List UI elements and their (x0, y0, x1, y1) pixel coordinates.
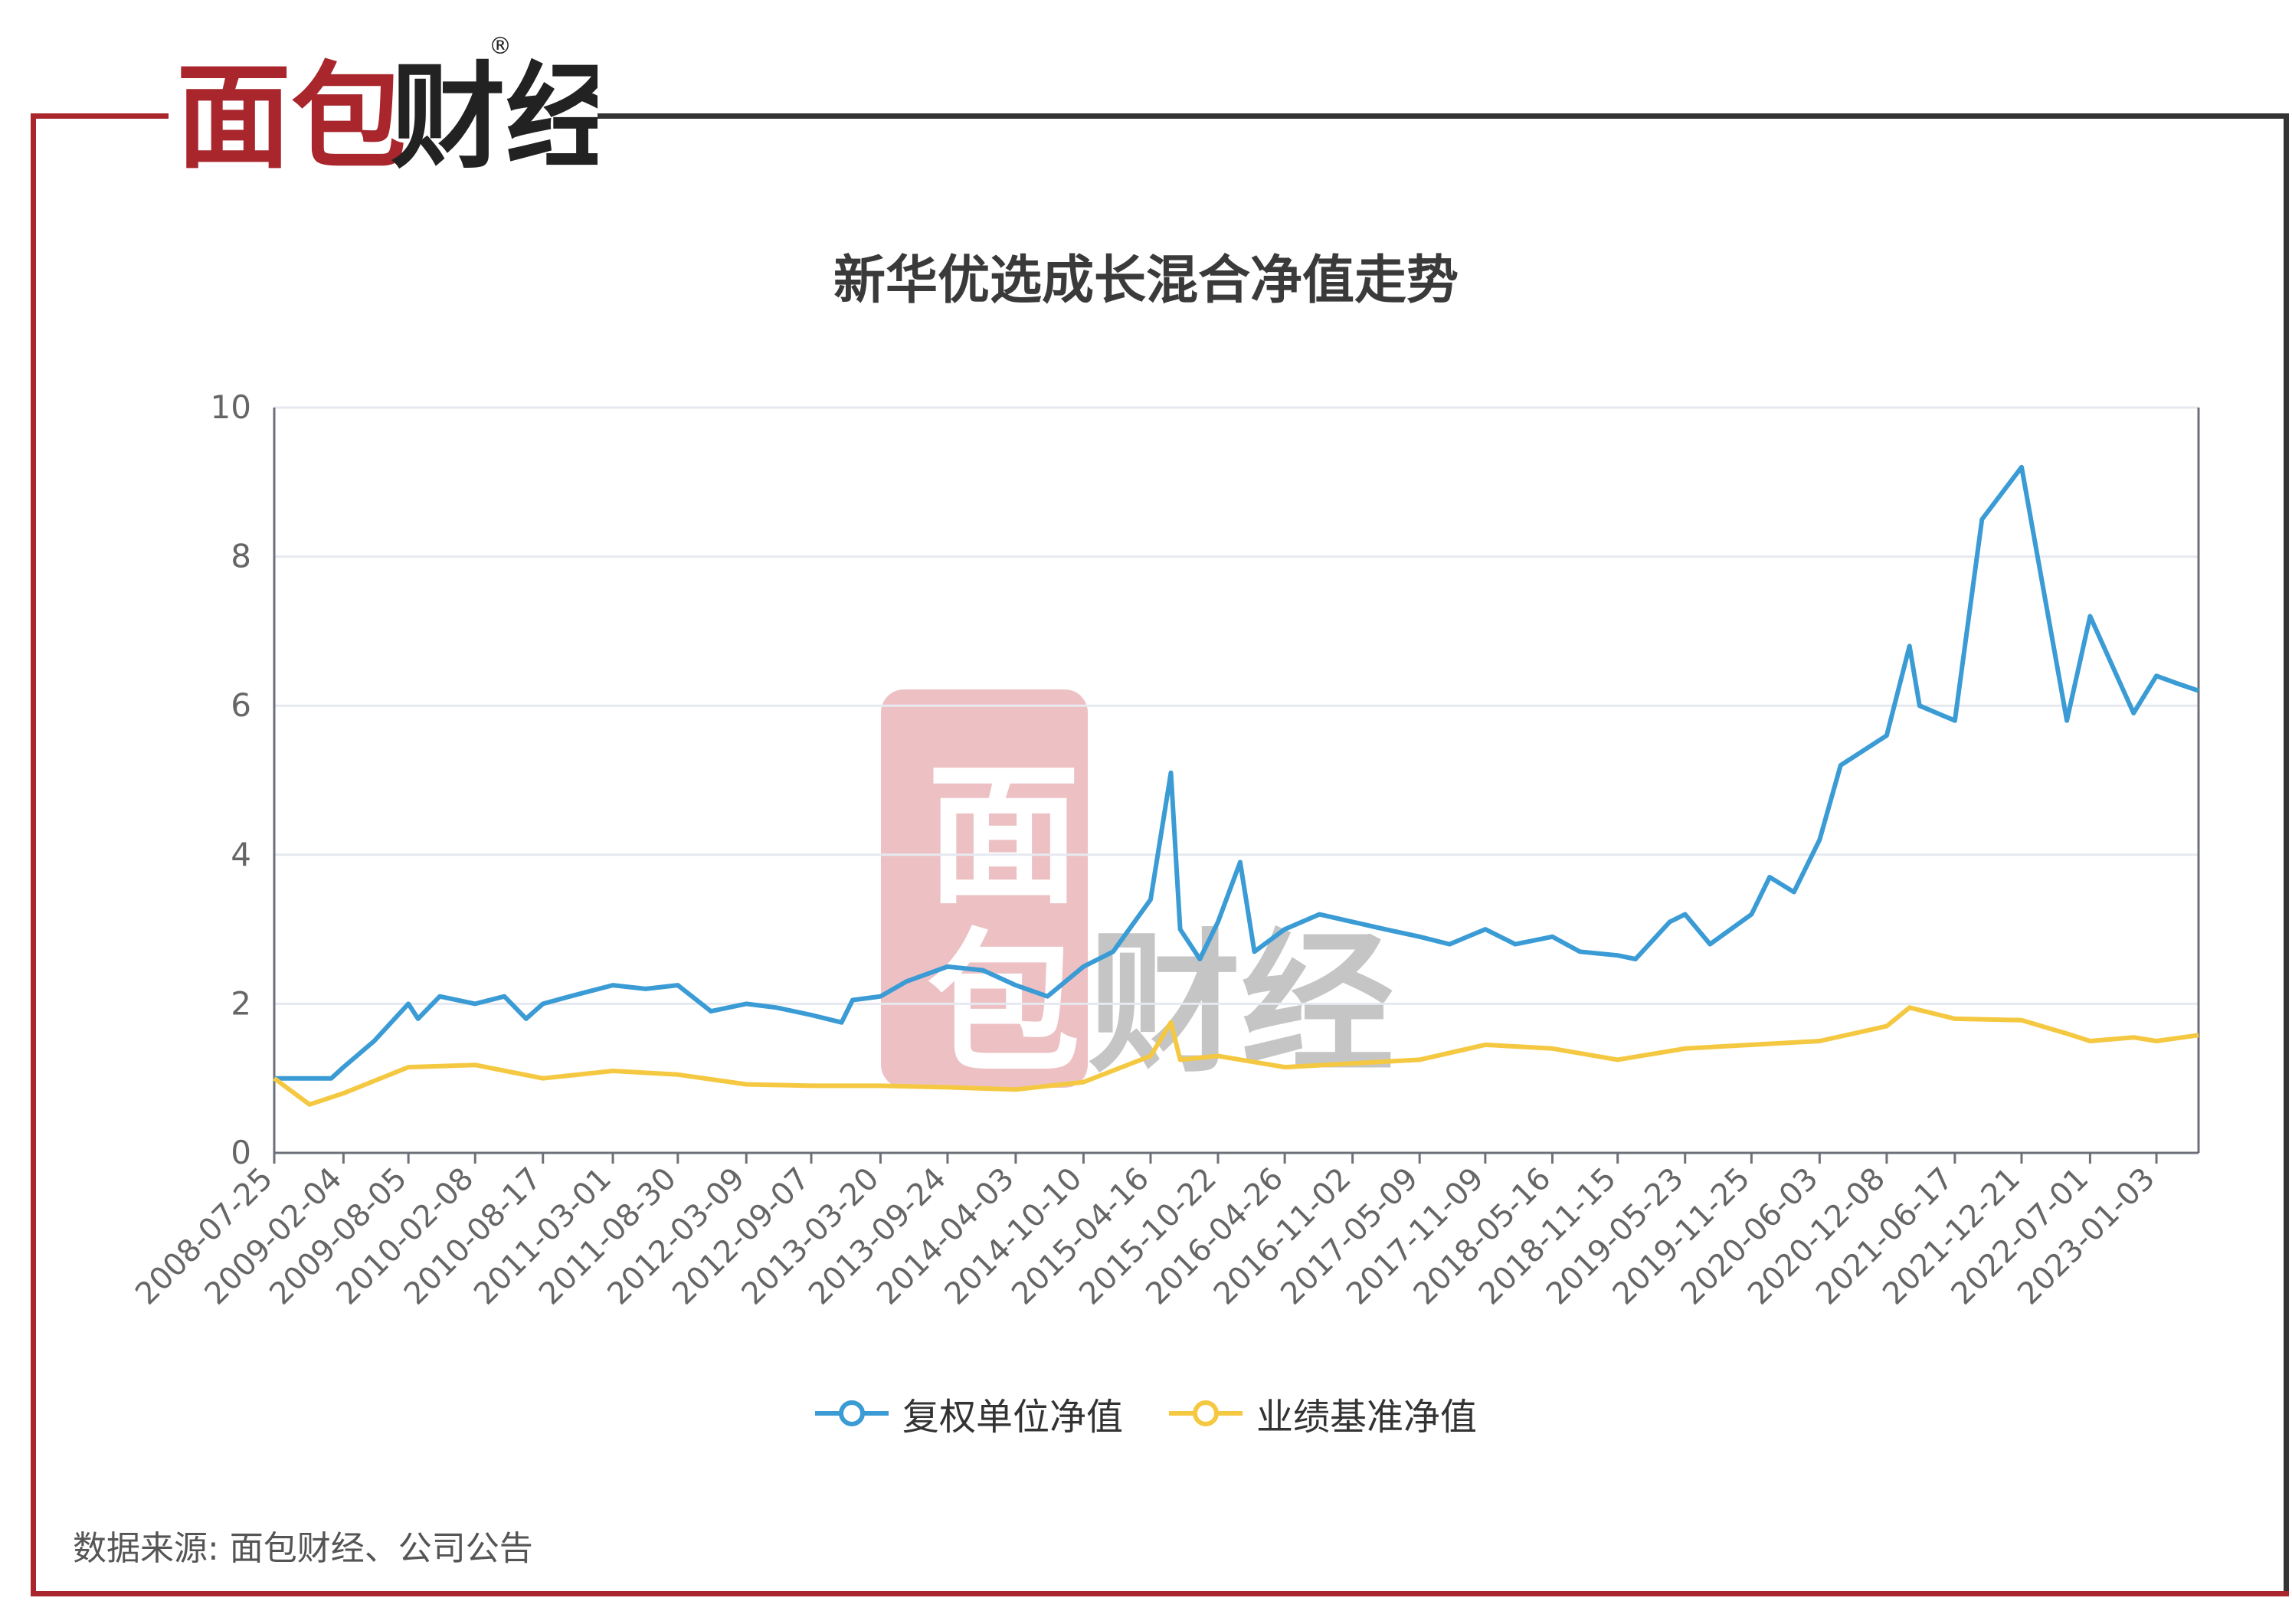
watermark-char-2: 包 (927, 915, 1080, 1088)
legend-swatch-yellow (1169, 1400, 1243, 1426)
legend-swatch-blue (814, 1400, 889, 1426)
y-axis-ticks: 0 2 4 6 8 10 (211, 388, 251, 1171)
brand-logo: 面包 财经 ® (176, 33, 598, 176)
series-line-benchmark (273, 1005, 2199, 1107)
logo-text-dark: 财经 (391, 51, 598, 176)
data-source-note: 数据来源: 面包财经、公司公告 (73, 1529, 533, 1568)
y-tick-label: 0 (231, 1134, 251, 1171)
y-tick-label: 10 (211, 388, 251, 426)
legend-label-benchmark: 业绩基准净值 (1256, 1396, 1478, 1439)
legend-label-nav: 复权单位净值 (902, 1396, 1123, 1439)
registered-mark: ® (489, 33, 512, 60)
y-tick-label: 6 (231, 686, 251, 724)
legend: 复权单位净值 业绩基准净值 (0, 1387, 2292, 1440)
series-line-nav (274, 464, 2199, 1081)
frame-bottom-line (31, 1591, 2289, 1596)
frame-right-line (2284, 113, 2289, 1596)
chart-title: 新华优选成长混合净值走势 (833, 250, 1459, 311)
frame-top-right-line (598, 113, 2289, 119)
legend-item-nav[interactable]: 复权单位净值 (814, 1387, 1123, 1440)
grid-lines (274, 406, 2199, 1005)
x-axis-ticks: 2008-07-252009-02-042009-08-052010-02-08… (129, 1153, 2162, 1311)
logo-text-red: 面包 (176, 51, 406, 176)
series-lines (273, 464, 2199, 1107)
y-tick-label: 4 (231, 836, 251, 873)
frame-top-left-line (31, 113, 169, 119)
legend-item-benchmark[interactable]: 业绩基准净值 (1169, 1387, 1477, 1440)
watermark-char-1: 面 (927, 747, 1080, 925)
y-tick-label: 2 (231, 984, 251, 1022)
axes (273, 408, 2200, 1154)
watermark-block (881, 689, 1088, 1088)
y-tick-label: 8 (231, 538, 251, 575)
